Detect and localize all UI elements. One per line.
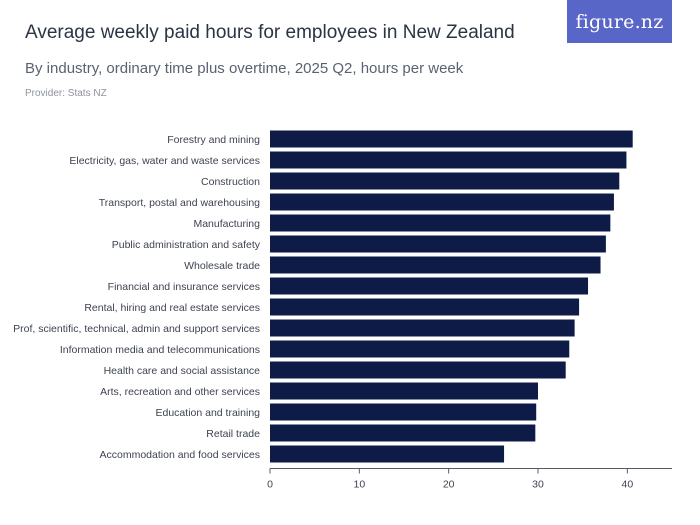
category-label: Prof, scientific, technical, admin and s… [13, 323, 260, 335]
x-tick-label: 20 [443, 479, 455, 491]
category-label: Rental, hiring and real estate services [84, 302, 260, 314]
logo-text: figure.nz [575, 10, 664, 33]
category-label: Public administration and safety [112, 239, 261, 251]
bar[interactable] [270, 256, 601, 274]
category-label: Retail trade [206, 428, 260, 440]
category-label: Education and training [156, 407, 261, 419]
bar[interactable] [270, 361, 566, 379]
bar[interactable] [270, 382, 538, 400]
chart-subtitle: By industry, ordinary time plus overtime… [25, 60, 464, 77]
x-tick-label: 30 [532, 479, 544, 491]
category-label: Manufacturing [193, 218, 260, 230]
chart-title: Average weekly paid hours for employees … [25, 22, 515, 43]
data-provider: Provider: Stats NZ [25, 88, 107, 99]
bar[interactable] [270, 319, 575, 337]
figure-nz-logo[interactable]: figure.nz [567, 0, 672, 43]
bar[interactable] [270, 298, 580, 316]
category-label: Health care and social assistance [104, 365, 261, 377]
bar[interactable] [270, 340, 570, 358]
category-label: Information media and telecommunications [60, 344, 260, 356]
category-label: Financial and insurance services [108, 281, 260, 293]
x-tick-label: 0 [267, 479, 273, 491]
bar[interactable] [270, 445, 505, 463]
bar[interactable] [270, 424, 536, 442]
category-label: Wholesale trade [184, 260, 260, 272]
bar[interactable] [270, 214, 611, 232]
category-label: Construction [201, 176, 260, 188]
x-tick-label: 40 [621, 479, 633, 491]
bar[interactable] [270, 193, 614, 211]
bar[interactable] [270, 130, 633, 148]
bar[interactable] [270, 172, 620, 190]
category-label: Forestry and mining [167, 134, 260, 146]
category-label: Arts, recreation and other services [100, 386, 260, 398]
bar[interactable] [270, 235, 606, 253]
bar[interactable] [270, 151, 627, 169]
category-label: Electricity, gas, water and waste servic… [69, 155, 260, 167]
x-tick-label: 10 [353, 479, 365, 491]
bar[interactable] [270, 403, 537, 421]
category-label: Transport, postal and warehousing [99, 197, 260, 209]
category-label: Accommodation and food services [100, 449, 261, 461]
bar[interactable] [270, 277, 589, 295]
